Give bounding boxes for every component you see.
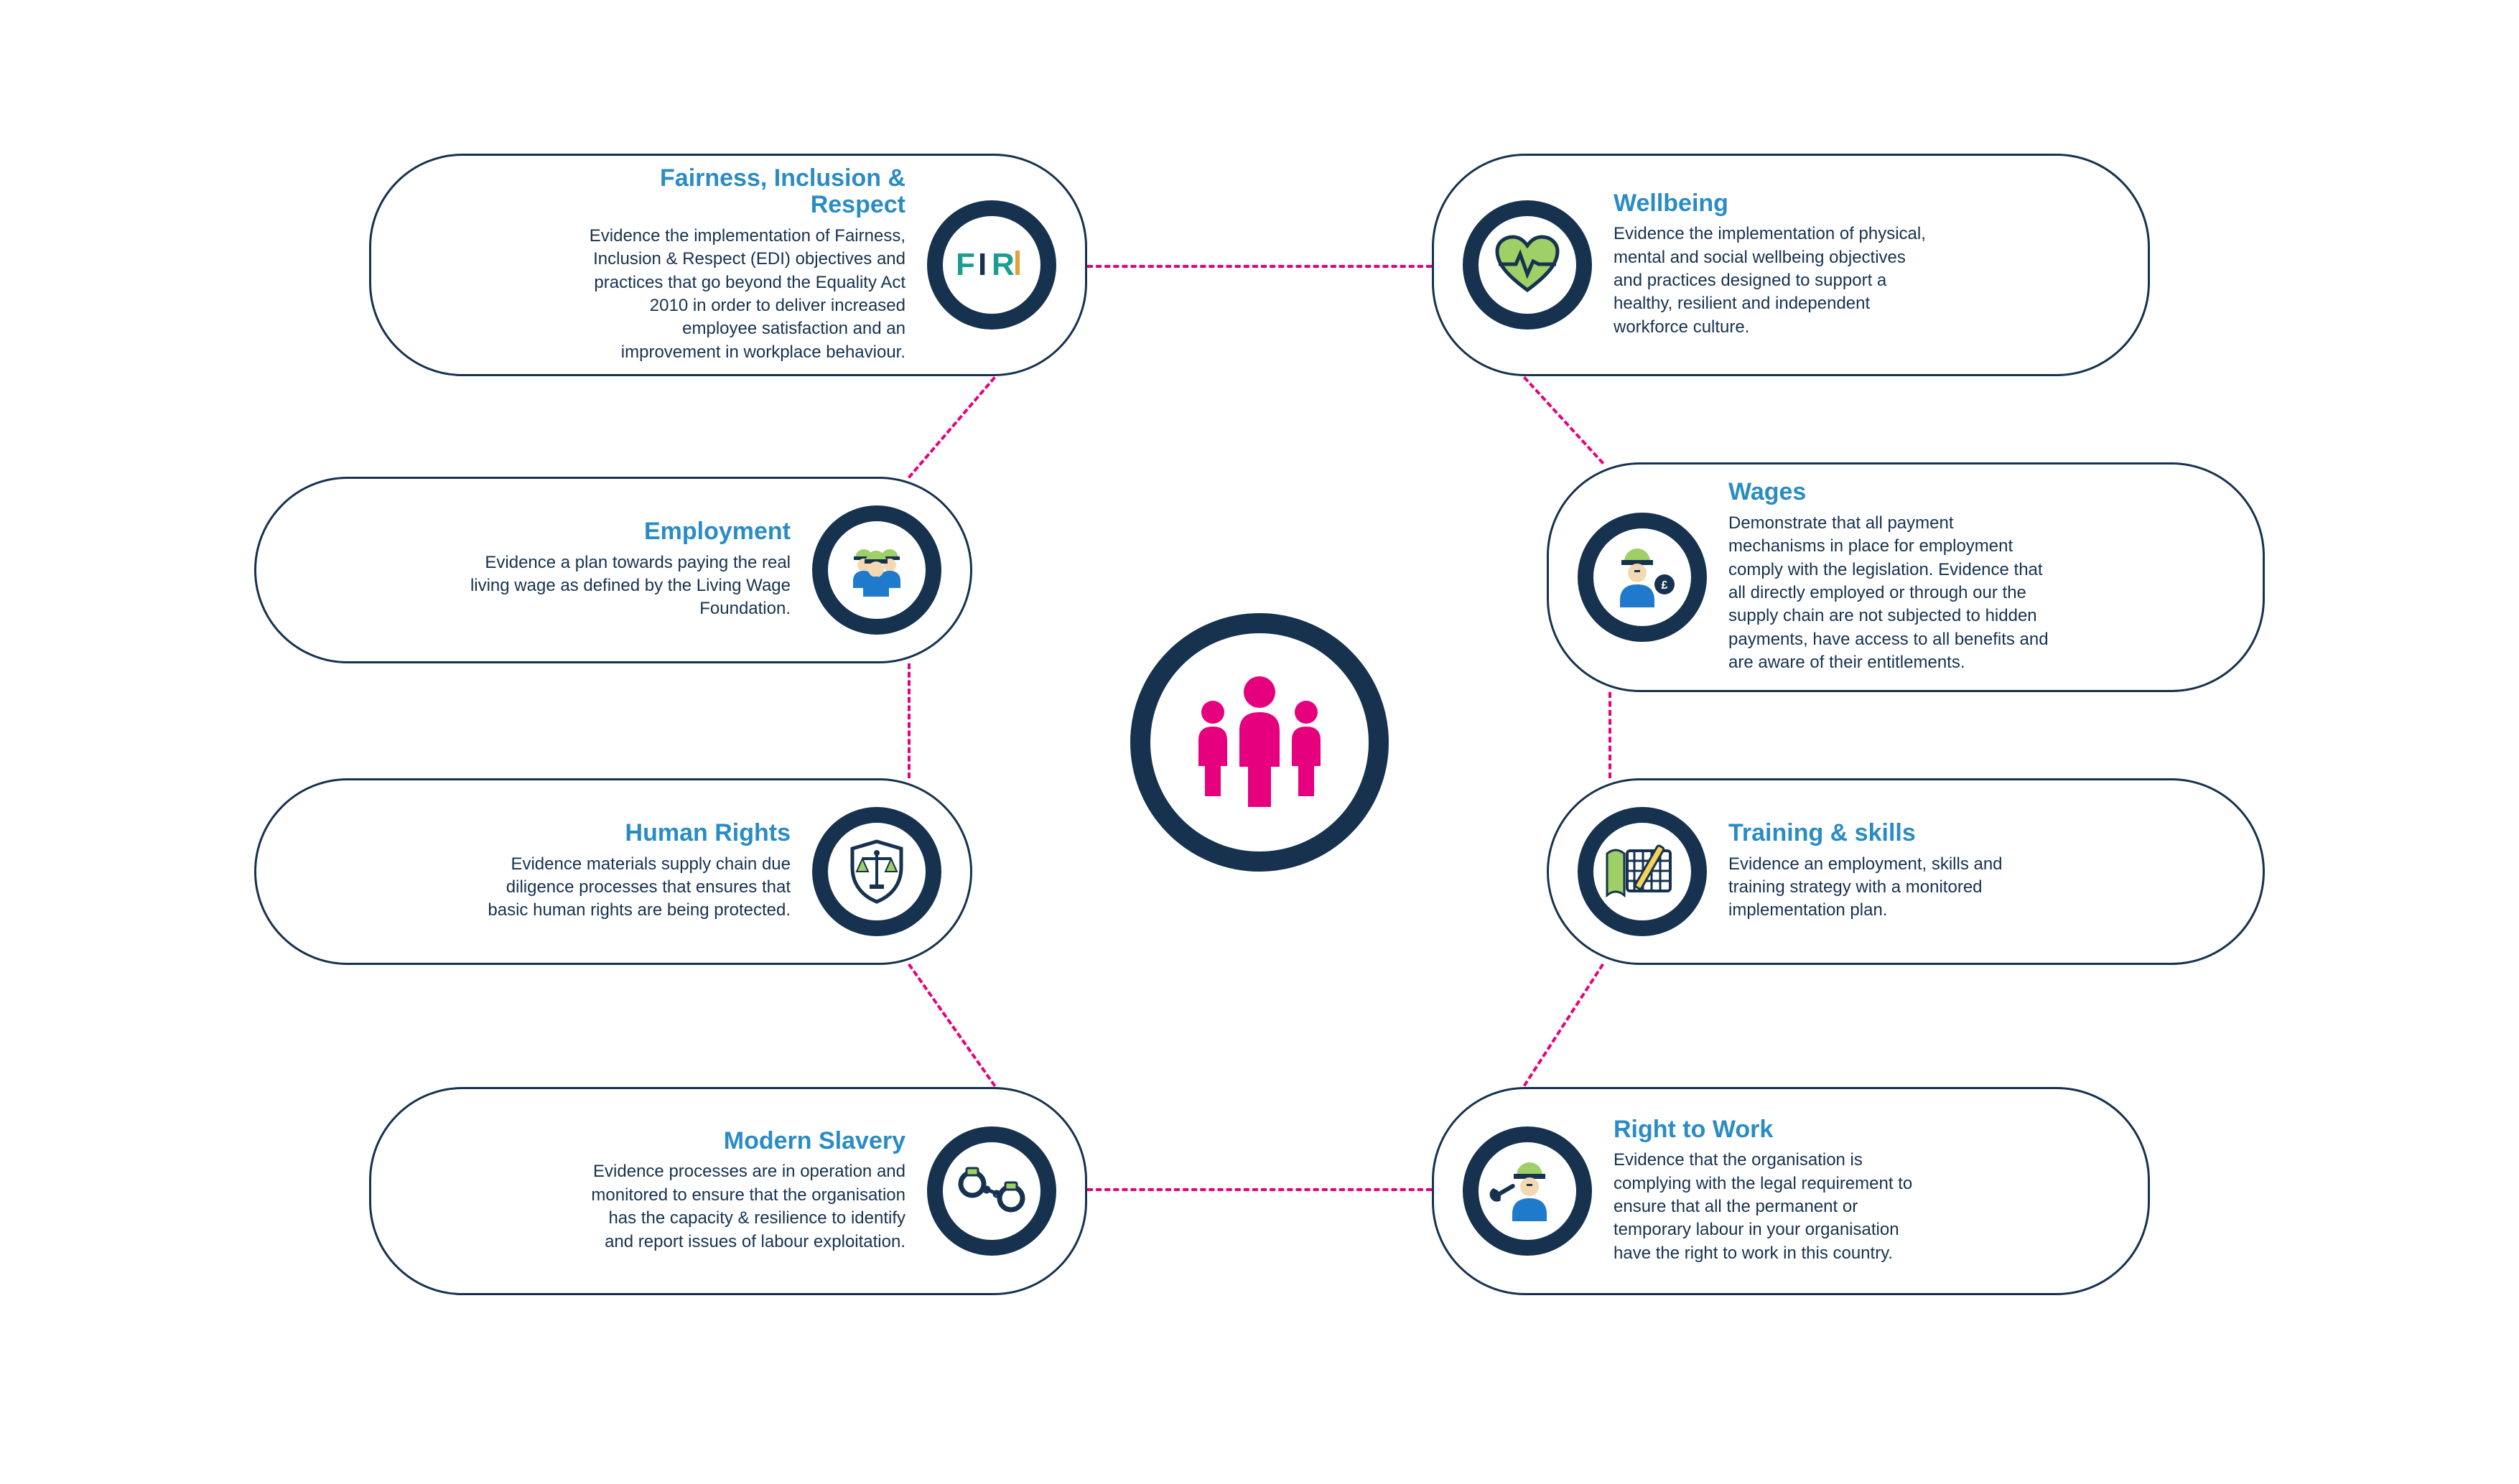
connector: [1523, 963, 1604, 1086]
connector: [1087, 265, 1432, 268]
people-icon: [1173, 656, 1346, 829]
worker-pound-icon: £: [1578, 513, 1707, 642]
pill-fairness: Fairness, Inclusion & Respect Evidence th…: [369, 154, 1087, 376]
pill-title: Human Rights: [625, 820, 791, 846]
svg-text:I: I: [978, 247, 987, 282]
svg-text:£: £: [1662, 579, 1668, 592]
pill-desc: Evidence that the organisation is comply…: [1614, 1149, 1937, 1265]
connector: [1608, 692, 1611, 778]
pill-desc: Demonstrate that all payment mechanisms …: [1728, 512, 2052, 675]
pill-training: Training & skills Evidence an employment,…: [1547, 778, 2265, 965]
pill-title: Fairness, Inclusion & Respect: [582, 165, 905, 219]
pill-desc: Evidence processes are in operation and …: [582, 1160, 905, 1254]
infographic-stage: Fairness, Inclusion & Respect Evidence th…: [111, 60, 2408, 1424]
workers-icon: [812, 505, 941, 635]
pill-wages: £ Wages Demonstrate that all payment mech…: [1547, 462, 2265, 692]
pill-title: Modern Slavery: [724, 1128, 905, 1154]
pill-desc: Evidence the implementation of physical,…: [1614, 223, 1937, 339]
pill-desc: Evidence the implementation of Fairness,…: [582, 225, 905, 364]
pill-title: Wellbeing: [1614, 190, 1728, 217]
pill-title: Training & skills: [1728, 820, 1916, 846]
pill-human_rights: Human Rights Evidence materials supply ch…: [254, 778, 972, 965]
pill-wellbeing: Wellbeing Evidence the implementation of …: [1432, 154, 2150, 376]
plan-icon: [1578, 807, 1707, 936]
svg-text:R: R: [992, 247, 1015, 282]
pill-title: Employment: [644, 518, 791, 545]
pill-desc: Evidence a plan towards paying the real …: [467, 551, 791, 621]
svg-text:F: F: [956, 247, 975, 282]
connector: [1523, 376, 1604, 465]
connector: [1087, 1188, 1432, 1191]
pill-right_to_work: Right to Work Evidence that the organisat…: [1432, 1087, 2150, 1295]
pill-title: Right to Work: [1614, 1116, 1773, 1143]
heart-pulse-icon: [1463, 200, 1592, 330]
connector: [908, 376, 996, 479]
pill-modern_slavery: Modern Slavery Evidence processes are in …: [369, 1087, 1087, 1295]
worker-wrench-icon: [1463, 1126, 1592, 1256]
shield-scales-icon: [812, 807, 941, 936]
fir-icon: F I R: [927, 200, 1056, 330]
pill-title: Wages: [1728, 479, 1806, 505]
pill-employment: Employment Evidence a plan towards paying…: [254, 477, 972, 663]
connector: [908, 963, 996, 1086]
handcuffs-icon: [927, 1126, 1056, 1256]
pill-desc: Evidence an employment, skills and train…: [1728, 853, 2052, 923]
center-people-icon: [1130, 613, 1389, 872]
connector: [908, 663, 911, 778]
pill-desc: Evidence materials supply chain due dili…: [467, 853, 791, 923]
